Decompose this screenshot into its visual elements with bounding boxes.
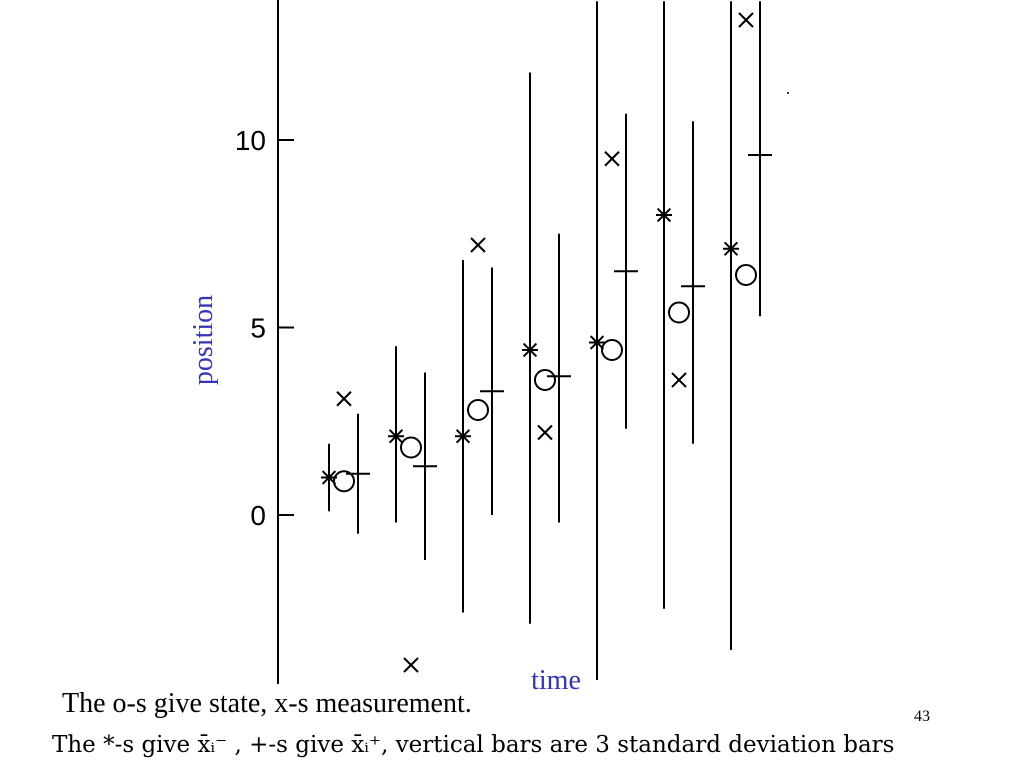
measurement-cross-marker [671, 372, 687, 388]
y-axis-label: position [188, 295, 219, 385]
predicted-star-marker [589, 334, 605, 351]
chart-marks [321, 1, 772, 680]
caption-line-2: The *-s give x̄ᵢ⁻ , +-s give x̄ᵢ⁺, verti… [52, 732, 895, 758]
caption-line-1: The o-s give state, x-s measurement. [62, 688, 472, 719]
state-circle-marker [601, 339, 623, 361]
predicted-star-marker [656, 207, 672, 223]
state-circle-marker [467, 399, 489, 421]
measurement-cross-marker [738, 12, 754, 28]
state-circle-marker [668, 301, 690, 324]
cross-stroke [470, 237, 486, 253]
predicted-star-marker [321, 469, 337, 486]
cross-stroke [604, 151, 620, 167]
predicted-star-marker [455, 428, 471, 445]
predicted-star-marker [388, 428, 404, 445]
state-circle-marker [400, 436, 422, 459]
measurement-cross-marker [470, 237, 486, 253]
y-tick-label: 0 [250, 500, 266, 531]
measurement-cross-marker [604, 151, 620, 167]
page-number: 43 [914, 708, 930, 725]
cross-stroke [671, 372, 687, 388]
cross-stroke [336, 391, 352, 407]
y-tick-label: 5 [250, 313, 266, 344]
cross-stroke [403, 657, 419, 673]
stray-dot [787, 92, 789, 94]
cross-stroke [537, 424, 553, 441]
predicted-star-marker [723, 240, 739, 257]
y-axis: 0 5 10 [235, 0, 294, 684]
measurement-cross-marker [336, 391, 352, 407]
cross-stroke [738, 12, 754, 28]
predicted-star-marker [522, 342, 538, 358]
x-axis-label: time [531, 665, 581, 696]
y-tick-label: 10 [235, 125, 266, 156]
state-circle-marker [735, 264, 757, 286]
measurement-cross-marker [403, 657, 419, 673]
measurement-cross-marker [537, 424, 553, 441]
state-circle-marker [534, 369, 556, 391]
